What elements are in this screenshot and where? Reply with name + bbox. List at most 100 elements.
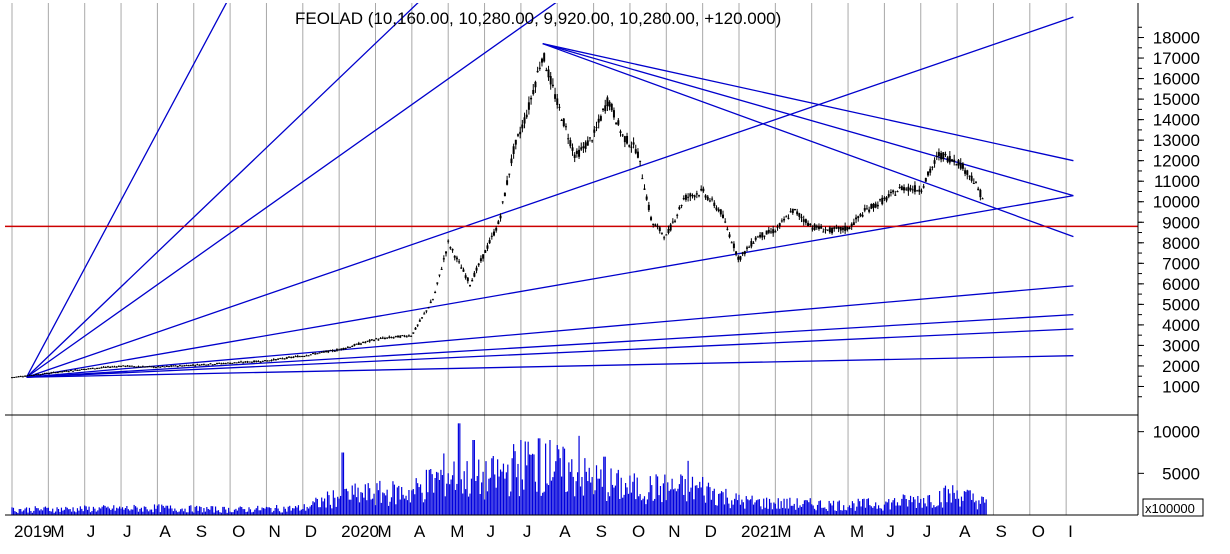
price-candle xyxy=(499,215,502,219)
price-candle xyxy=(335,349,338,351)
price-candle xyxy=(298,356,301,358)
price-candle xyxy=(222,363,225,365)
price-candle xyxy=(780,220,783,222)
price-candle xyxy=(870,203,873,209)
month-label: D xyxy=(305,522,317,541)
price-candle xyxy=(30,374,33,376)
price-candle xyxy=(702,188,705,192)
price-candle xyxy=(927,171,930,176)
price-candle xyxy=(111,366,114,368)
price-candle xyxy=(102,366,105,368)
price-candle xyxy=(562,118,565,127)
price-candle xyxy=(80,368,83,370)
trendline-fan-3 xyxy=(26,3,557,378)
price-candle xyxy=(283,358,286,360)
price-candle xyxy=(903,187,906,191)
price-candle xyxy=(961,163,964,169)
chart-title: FEOLAD (10,160.00, 10,280.00, 9,920.00, … xyxy=(295,9,781,28)
price-candle xyxy=(724,221,727,223)
price-candle xyxy=(399,335,402,338)
month-label: N xyxy=(668,522,680,541)
price-candle xyxy=(606,97,609,107)
price-candle xyxy=(427,307,430,309)
price-candle xyxy=(209,363,212,365)
price-tick-label: 14000 xyxy=(1153,111,1200,130)
price-candle xyxy=(425,310,428,312)
price-candle xyxy=(362,341,365,343)
price-candle xyxy=(231,362,234,364)
price-candle xyxy=(479,258,482,262)
price-candle xyxy=(510,158,513,164)
price-candle xyxy=(394,335,397,337)
price-candle xyxy=(34,374,37,376)
price-candle xyxy=(89,368,92,370)
price-candle xyxy=(735,251,738,255)
price-candle xyxy=(979,189,982,198)
price-candle xyxy=(268,360,271,362)
price-candle xyxy=(772,229,775,234)
price-candle xyxy=(530,97,533,100)
price-candle xyxy=(966,170,969,175)
price-candle xyxy=(176,366,179,368)
price-candle xyxy=(469,285,472,287)
price-candle xyxy=(211,364,214,366)
vertical-gridlines xyxy=(11,3,1067,515)
price-candle xyxy=(879,199,882,201)
price-candle xyxy=(196,364,199,366)
price-candle xyxy=(294,356,297,358)
price-candle xyxy=(194,365,197,367)
price-candle xyxy=(857,216,860,219)
price-candle xyxy=(403,335,406,337)
price-candle xyxy=(796,211,799,215)
price-candle xyxy=(141,366,144,368)
month-label: J xyxy=(487,522,496,541)
price-candle xyxy=(418,320,421,322)
price-candle xyxy=(669,224,672,231)
price-candle xyxy=(676,214,679,216)
trendline-fan-6 xyxy=(26,285,1074,378)
price-candle xyxy=(763,235,766,237)
price-candle xyxy=(547,69,550,78)
price-candle xyxy=(767,229,770,233)
price-candle xyxy=(346,346,349,348)
price-candle xyxy=(540,58,543,63)
price-candle xyxy=(355,343,358,345)
price-candle xyxy=(708,200,711,202)
price-candle xyxy=(436,282,439,284)
price-candle xyxy=(791,208,794,213)
price-candle xyxy=(682,198,685,200)
price-candle xyxy=(237,362,240,364)
price-candle xyxy=(87,368,90,370)
price-candle xyxy=(658,227,661,232)
price-candle xyxy=(916,190,919,192)
price-candle xyxy=(560,119,563,121)
price-candle xyxy=(133,366,136,368)
price-candle xyxy=(301,356,304,358)
price-candle xyxy=(778,223,781,227)
price-candle xyxy=(569,140,572,147)
price-candle xyxy=(645,196,648,200)
price-candle xyxy=(340,348,343,350)
trendline-fan-4 xyxy=(26,16,1074,378)
trendline-group xyxy=(25,3,1074,378)
month-label: A xyxy=(559,522,571,541)
price-candle xyxy=(464,275,467,278)
price-candle xyxy=(78,369,81,371)
price-candle xyxy=(820,226,823,229)
price-candle xyxy=(652,223,655,226)
price-candle xyxy=(872,203,875,208)
price-candle xyxy=(351,346,354,348)
month-label: O xyxy=(632,522,645,541)
volume-tick-label: 5000 xyxy=(1162,464,1200,483)
price-candle xyxy=(168,366,171,368)
price-candle xyxy=(56,372,59,374)
price-candle xyxy=(205,364,208,366)
price-candle xyxy=(711,198,714,200)
price-candle xyxy=(846,226,849,230)
price-candle xyxy=(527,102,530,110)
price-candle xyxy=(150,366,153,368)
price-candle xyxy=(628,145,631,147)
price-candle xyxy=(455,257,458,260)
price-candle xyxy=(370,339,373,341)
price-candle xyxy=(896,191,899,193)
